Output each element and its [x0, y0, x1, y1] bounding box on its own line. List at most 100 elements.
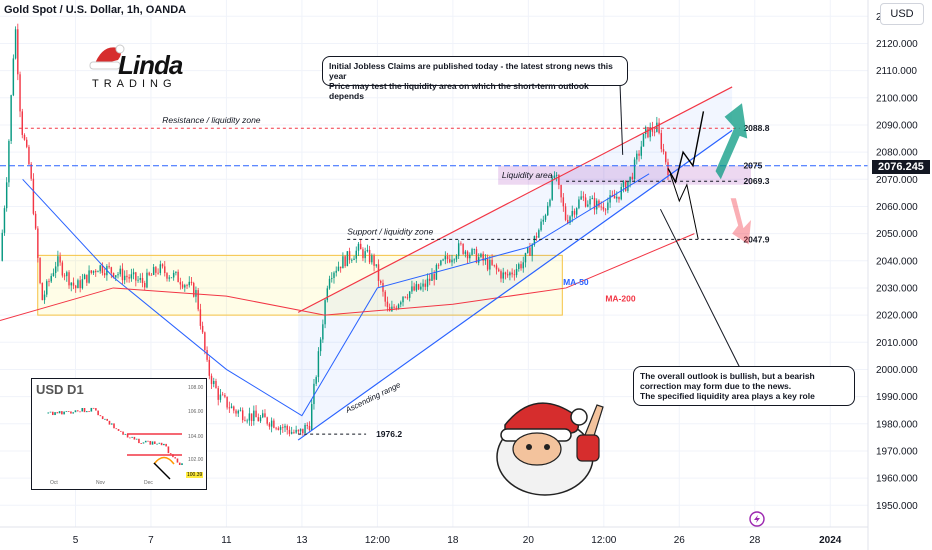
candle-body	[88, 270, 90, 283]
y-tick-label: 2030.000	[876, 283, 918, 294]
inset-candle	[90, 407, 93, 412]
candle-body	[213, 380, 215, 385]
inset-candle	[131, 436, 133, 438]
candle-body	[649, 127, 651, 138]
y-tick-label: 1960.000	[876, 474, 918, 485]
inset-candle	[56, 412, 59, 414]
candle-body	[371, 255, 373, 263]
y-tick-label: 2000.000	[876, 365, 918, 376]
bearish-arrow	[730, 198, 752, 245]
candle-body	[119, 268, 121, 275]
candle-body	[495, 265, 498, 270]
zones	[37, 86, 752, 441]
candle-body	[253, 410, 255, 422]
lightning-badge[interactable]	[749, 511, 765, 527]
candle-body	[328, 278, 331, 289]
candle-body	[466, 251, 469, 259]
candle-body	[555, 174, 558, 176]
candle-body	[95, 270, 97, 273]
candle-body	[520, 264, 522, 269]
inset-candle	[92, 407, 95, 409]
candle-body	[266, 417, 268, 424]
candle-body	[284, 425, 286, 428]
candle-body	[337, 266, 340, 271]
candle-body	[353, 258, 355, 260]
candle-body	[540, 221, 542, 231]
candle-body	[413, 286, 415, 291]
candle-body	[348, 251, 351, 261]
candle-body	[500, 271, 502, 279]
candle-body	[239, 410, 242, 412]
candle-body	[128, 277, 130, 279]
currency-button[interactable]: USD	[880, 3, 924, 25]
inset-candle	[160, 442, 163, 446]
candle-body	[279, 427, 282, 430]
candle-body	[395, 307, 398, 309]
candle-body	[282, 427, 284, 428]
candle-body	[473, 249, 475, 250]
candle-body	[257, 417, 260, 422]
candle-body	[429, 278, 431, 281]
candle-body	[246, 420, 248, 422]
candle-body	[653, 131, 656, 133]
candle-body	[290, 432, 293, 434]
candle-body	[39, 257, 41, 283]
inset-candle	[135, 438, 138, 440]
candle-body	[636, 153, 638, 160]
candle-body	[529, 247, 531, 256]
inset-candle	[140, 443, 142, 444]
inset-candle	[81, 407, 84, 412]
candle-body	[1, 232, 3, 261]
candle-body	[618, 196, 620, 200]
candle-body	[288, 429, 291, 434]
y-tick-label: 2060.000	[876, 202, 918, 213]
candle-body	[184, 285, 186, 288]
candle-body	[192, 283, 195, 297]
candle-body	[446, 256, 449, 260]
candle-body	[150, 274, 153, 276]
candle-body	[420, 286, 422, 290]
candle-body	[535, 236, 538, 238]
ma50-line	[22, 173, 650, 417]
x-axis[interactable]: 5 7 11 13 12:00 18 20 12:00 26 28 2024	[0, 526, 868, 546]
inset-candle	[61, 411, 63, 415]
candle-body	[560, 184, 562, 198]
candle-body	[553, 175, 556, 179]
level-label: 2075	[743, 161, 762, 171]
candle-body	[237, 410, 239, 414]
candle-body	[604, 209, 607, 211]
x-tick-label: 18	[447, 535, 459, 546]
candle-body	[573, 210, 576, 215]
level-label: 2088.8	[743, 123, 769, 133]
level-label: 2069.3	[743, 176, 769, 186]
candle-body	[629, 176, 631, 183]
inset-candle	[181, 463, 183, 466]
inset-candle	[99, 415, 102, 417]
candle-body	[324, 300, 326, 325]
candle-body	[5, 182, 8, 209]
candle-body	[72, 282, 75, 286]
x-tick-label: 5	[73, 535, 79, 546]
candle-body	[480, 253, 482, 258]
candle-body	[526, 247, 529, 253]
candle-body	[368, 249, 371, 263]
candle-body	[304, 424, 306, 434]
candle-body	[642, 134, 645, 147]
candle-body	[68, 272, 70, 286]
candle-body	[123, 275, 126, 281]
inset-candle	[167, 446, 170, 454]
candle-body	[377, 264, 380, 281]
candle-body	[622, 181, 625, 187]
candle-body	[607, 202, 609, 210]
y-tick-label: 2040.000	[876, 256, 918, 267]
candle-body	[299, 428, 302, 432]
candle-body	[533, 236, 536, 245]
candle-body	[522, 262, 524, 269]
candle-body	[351, 259, 353, 261]
candle-body	[177, 271, 179, 283]
y-tick-label: 2110.000	[876, 66, 917, 77]
candle-body	[611, 195, 614, 196]
candle-body	[364, 251, 366, 259]
y-tick-label: 2120.000	[876, 39, 918, 50]
inset-title: USD D1	[36, 382, 84, 397]
